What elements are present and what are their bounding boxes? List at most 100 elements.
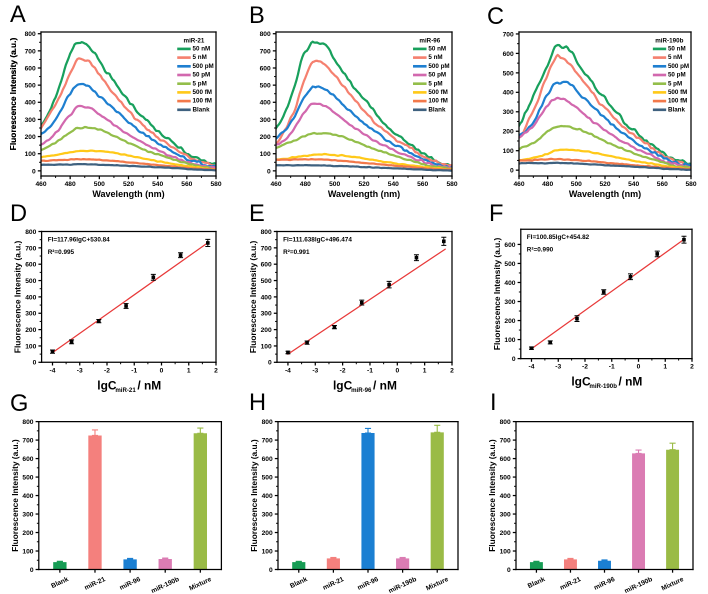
svg-text:0: 0 — [637, 364, 641, 371]
svg-text:600: 600 — [261, 262, 272, 269]
svg-text:200: 200 — [261, 327, 272, 334]
svg-text:Fluorescence Intensity (a.u.): Fluorescence Intensity (a.u.) — [8, 38, 18, 151]
svg-text:D: D — [10, 201, 27, 227]
svg-text:300: 300 — [261, 311, 272, 318]
svg-text:-1: -1 — [367, 367, 373, 374]
svg-text:200: 200 — [503, 129, 514, 136]
svg-text:800: 800 — [262, 419, 273, 426]
svg-text:/ nM: / nM — [618, 375, 642, 389]
svg-text:800: 800 — [22, 419, 33, 426]
svg-text:G: G — [10, 391, 28, 417]
svg-text:50 pM: 50 pM — [193, 72, 211, 79]
svg-text:H: H — [249, 390, 266, 416]
svg-text:400: 400 — [22, 493, 33, 500]
svg-text:100 fM: 100 fM — [668, 98, 687, 105]
svg-text:-3: -3 — [555, 364, 561, 371]
svg-text:0: 0 — [507, 567, 511, 574]
svg-text:Fluorescence Intensity (a.u.): Fluorescence Intensity (a.u.) — [492, 237, 502, 350]
svg-text:50 pM: 50 pM — [668, 72, 686, 79]
svg-text:400: 400 — [500, 493, 511, 500]
svg-text:300: 300 — [500, 511, 511, 518]
svg-text:100: 100 — [500, 548, 511, 555]
svg-text:100 fM: 100 fM — [193, 98, 212, 105]
svg-text:50 nM: 50 nM — [428, 46, 446, 53]
svg-text:300: 300 — [503, 109, 514, 116]
svg-text:200: 200 — [25, 134, 36, 141]
svg-text:miR-21: miR-21 — [115, 387, 136, 394]
svg-text:400: 400 — [504, 280, 515, 287]
svg-text:5 pM: 5 pM — [428, 80, 442, 87]
svg-text:FI=111.638lgC+496.474: FI=111.638lgC+496.474 — [283, 237, 352, 244]
svg-text:0: 0 — [512, 356, 516, 363]
svg-text:100: 100 — [503, 148, 514, 155]
svg-text:Fluorescence Intensity (a.u.): Fluorescence Intensity (a.u.) — [487, 439, 497, 552]
svg-text:-3: -3 — [312, 367, 318, 374]
svg-text:500: 500 — [329, 181, 340, 188]
svg-text:0: 0 — [33, 360, 37, 367]
svg-text:200: 200 — [22, 530, 33, 537]
svg-text:480: 480 — [65, 181, 76, 188]
svg-text:E: E — [249, 201, 265, 227]
svg-text:lgC: lgC — [571, 375, 591, 389]
svg-text:700: 700 — [503, 31, 514, 38]
svg-text:FI=100.85lgC+454.82: FI=100.85lgC+454.82 — [527, 234, 590, 241]
svg-text:600: 600 — [504, 242, 515, 249]
svg-text:500: 500 — [262, 474, 273, 481]
svg-text:300: 300 — [25, 117, 36, 124]
svg-text:miR-190b: miR-190b — [655, 37, 683, 44]
svg-text:520: 520 — [599, 181, 610, 188]
svg-text:600: 600 — [25, 262, 36, 269]
svg-text:700: 700 — [500, 438, 511, 445]
svg-text:miR-21: miR-21 — [184, 37, 205, 44]
svg-text:A: A — [10, 2, 26, 28]
svg-text:miR-190b: miR-190b — [589, 383, 617, 390]
svg-text:600: 600 — [22, 456, 33, 463]
svg-text:600: 600 — [500, 456, 511, 463]
svg-text:-4: -4 — [50, 367, 56, 374]
svg-text:/ nM: / nM — [137, 378, 161, 392]
svg-text:-2: -2 — [104, 367, 110, 374]
svg-text:Blank: Blank — [428, 106, 446, 113]
svg-text:miR-96: miR-96 — [419, 37, 440, 44]
svg-text:Fluorescence Intensity (a.u.): Fluorescence Intensity (a.u.) — [248, 240, 258, 353]
svg-text:800: 800 — [25, 229, 36, 236]
svg-text:560: 560 — [181, 181, 192, 188]
svg-text:Fluorescence Intensity (a.u.): Fluorescence Intensity (a.u.) — [13, 240, 23, 353]
svg-text:0: 0 — [269, 567, 273, 574]
svg-text:lgC: lgC — [333, 378, 353, 392]
svg-text:480: 480 — [300, 181, 311, 188]
svg-text:460: 460 — [513, 181, 524, 188]
svg-text:520: 520 — [358, 181, 369, 188]
svg-text:-1: -1 — [131, 367, 137, 374]
svg-text:B: B — [249, 3, 265, 29]
svg-text:0: 0 — [30, 567, 34, 574]
svg-text:400: 400 — [25, 100, 36, 107]
svg-text:0: 0 — [160, 367, 164, 374]
svg-text:200: 200 — [25, 327, 36, 334]
svg-text:580: 580 — [685, 181, 696, 188]
svg-text:600: 600 — [262, 456, 273, 463]
svg-text:800: 800 — [260, 31, 271, 38]
svg-text:800: 800 — [25, 31, 36, 38]
svg-text:400: 400 — [503, 90, 514, 97]
svg-text:0: 0 — [510, 168, 514, 175]
svg-text:540: 540 — [628, 181, 639, 188]
svg-text:FI=117.96lgC+530.84: FI=117.96lgC+530.84 — [48, 237, 110, 244]
svg-text:1: 1 — [423, 367, 427, 374]
svg-text:300: 300 — [260, 117, 271, 124]
svg-text:560: 560 — [417, 181, 428, 188]
svg-text:600: 600 — [503, 51, 514, 58]
svg-text:Wavelength (nm): Wavelength (nm) — [328, 189, 400, 199]
svg-text:500 pM: 500 pM — [193, 63, 214, 70]
svg-text:700: 700 — [262, 438, 273, 445]
svg-text:5 pM: 5 pM — [668, 80, 682, 87]
svg-text:480: 480 — [542, 181, 553, 188]
svg-text:200: 200 — [500, 530, 511, 537]
svg-text:400: 400 — [261, 294, 272, 301]
svg-text:100: 100 — [504, 337, 515, 344]
svg-text:800: 800 — [500, 419, 511, 426]
svg-text:-2: -2 — [340, 367, 346, 374]
svg-text:I: I — [490, 390, 497, 416]
svg-text:300: 300 — [504, 299, 515, 306]
svg-text:800: 800 — [261, 229, 272, 236]
